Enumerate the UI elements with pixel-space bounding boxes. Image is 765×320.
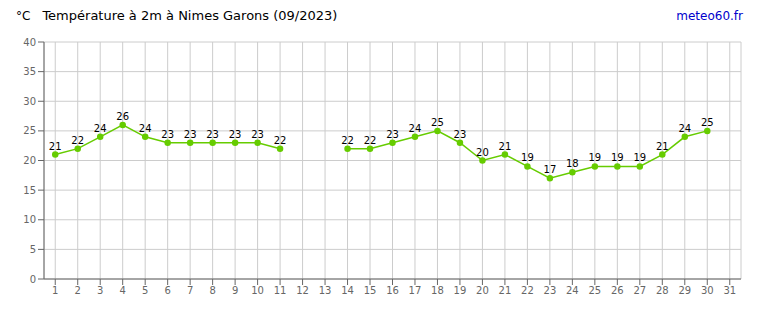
svg-text:17: 17 bbox=[409, 285, 422, 296]
svg-text:21: 21 bbox=[656, 141, 669, 152]
svg-text:19: 19 bbox=[633, 152, 646, 163]
svg-text:5: 5 bbox=[30, 244, 36, 255]
svg-text:30: 30 bbox=[23, 96, 36, 107]
svg-text:13: 13 bbox=[319, 285, 332, 296]
svg-text:22: 22 bbox=[274, 135, 287, 146]
svg-text:19: 19 bbox=[521, 152, 534, 163]
svg-text:21: 21 bbox=[499, 141, 512, 152]
svg-text:15: 15 bbox=[364, 285, 377, 296]
svg-text:18: 18 bbox=[431, 285, 444, 296]
svg-text:2: 2 bbox=[75, 285, 81, 296]
svg-text:19: 19 bbox=[454, 285, 467, 296]
svg-text:20: 20 bbox=[476, 285, 489, 296]
svg-text:20: 20 bbox=[23, 155, 36, 166]
svg-text:16: 16 bbox=[386, 285, 399, 296]
svg-text:26: 26 bbox=[116, 111, 129, 122]
svg-text:10: 10 bbox=[23, 214, 36, 225]
svg-text:40: 40 bbox=[23, 37, 36, 48]
svg-text:14: 14 bbox=[341, 285, 354, 296]
svg-text:23: 23 bbox=[229, 129, 242, 140]
svg-text:21: 21 bbox=[499, 285, 512, 296]
svg-text:18: 18 bbox=[566, 158, 579, 169]
svg-text:8: 8 bbox=[209, 285, 215, 296]
svg-text:12: 12 bbox=[296, 285, 309, 296]
svg-text:25: 25 bbox=[23, 125, 36, 136]
svg-text:24: 24 bbox=[409, 123, 422, 134]
svg-text:0: 0 bbox=[30, 274, 36, 285]
svg-text:23: 23 bbox=[206, 129, 219, 140]
svg-text:35: 35 bbox=[23, 66, 36, 77]
svg-text:15: 15 bbox=[23, 185, 36, 196]
svg-text:23: 23 bbox=[454, 129, 467, 140]
svg-text:7: 7 bbox=[187, 285, 193, 296]
svg-text:24: 24 bbox=[678, 123, 691, 134]
svg-text:22: 22 bbox=[364, 135, 377, 146]
svg-text:17: 17 bbox=[544, 164, 557, 175]
svg-text:23: 23 bbox=[386, 129, 399, 140]
svg-text:19: 19 bbox=[611, 152, 624, 163]
svg-text:23: 23 bbox=[161, 129, 174, 140]
svg-text:22: 22 bbox=[521, 285, 534, 296]
svg-text:20: 20 bbox=[476, 147, 489, 158]
svg-text:3: 3 bbox=[97, 285, 103, 296]
html-text:meteo60.fr: meteo60.fr bbox=[676, 9, 743, 23]
svg-text:5: 5 bbox=[142, 285, 148, 296]
svg-text:28: 28 bbox=[656, 285, 669, 296]
svg-text:31: 31 bbox=[723, 285, 736, 296]
html-text:Température à 2m à Nimes Garon: Température à 2m à Nimes Garons (09/2023… bbox=[42, 8, 338, 23]
svg-text:22: 22 bbox=[71, 135, 84, 146]
svg-text:11: 11 bbox=[274, 285, 287, 296]
svg-text:26: 26 bbox=[611, 285, 624, 296]
svg-text:24: 24 bbox=[139, 123, 152, 134]
svg-text:27: 27 bbox=[633, 285, 646, 296]
svg-text:22: 22 bbox=[341, 135, 354, 146]
svg-text:21: 21 bbox=[49, 141, 62, 152]
svg-text:25: 25 bbox=[588, 285, 601, 296]
svg-text:9: 9 bbox=[232, 285, 238, 296]
svg-text:10: 10 bbox=[251, 285, 264, 296]
svg-text:29: 29 bbox=[678, 285, 691, 296]
svg-text:24: 24 bbox=[566, 285, 579, 296]
svg-text:1: 1 bbox=[52, 285, 58, 296]
svg-text:19: 19 bbox=[588, 152, 601, 163]
html-text:°C: °C bbox=[16, 9, 31, 23]
svg-text:30: 30 bbox=[701, 285, 714, 296]
svg-text:23: 23 bbox=[544, 285, 557, 296]
svg-text:24: 24 bbox=[94, 123, 107, 134]
svg-text:23: 23 bbox=[251, 129, 264, 140]
svg-text:6: 6 bbox=[164, 285, 170, 296]
svg-text:23: 23 bbox=[184, 129, 197, 140]
svg-text:25: 25 bbox=[431, 117, 444, 128]
svg-text:4: 4 bbox=[120, 285, 126, 296]
svg-text:25: 25 bbox=[701, 117, 714, 128]
